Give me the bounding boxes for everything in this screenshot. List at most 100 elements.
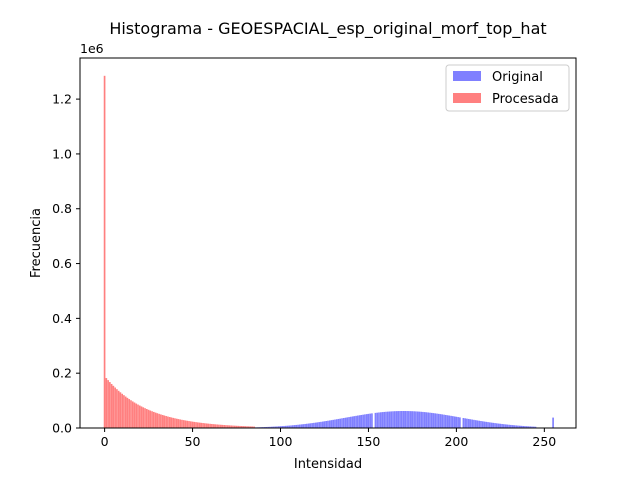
bar-original-158	[381, 412, 384, 428]
bar-original-99	[277, 426, 280, 428]
bar-original-192	[441, 414, 444, 428]
bar-original-190	[437, 413, 440, 428]
bar-original-237	[520, 425, 523, 428]
bar-original-239	[524, 426, 526, 428]
bar-original-216	[483, 421, 486, 428]
x-tick-label: 150	[357, 434, 381, 449]
bar-original-218	[487, 422, 489, 428]
bar-original-109	[295, 424, 298, 428]
bar-procesada-11	[123, 395, 125, 428]
bar-procesada-85	[253, 426, 255, 428]
bar-procesada-29	[154, 412, 157, 428]
bar-procesada-30	[156, 413, 159, 428]
bar-original-133	[337, 418, 340, 428]
bar-original-125	[323, 421, 326, 428]
bar-procesada-24	[145, 409, 148, 428]
bar-original-214	[480, 421, 482, 428]
bar-original-115	[306, 423, 308, 428]
bar-procesada-7	[116, 389, 118, 428]
bar-procesada-60	[209, 423, 211, 428]
bar-original-232	[511, 425, 514, 428]
bar-original-106	[290, 425, 292, 428]
bar-original-204	[462, 418, 465, 428]
bar-original-93	[267, 426, 269, 428]
bar-procesada-48	[188, 421, 190, 428]
bar-procesada-56	[202, 423, 204, 428]
bar-procesada-40	[174, 418, 176, 428]
bar-procesada-36	[167, 416, 169, 428]
bar-procesada-43	[179, 419, 182, 428]
bar-original-121	[316, 422, 319, 428]
y-offset-label: 1e6	[80, 41, 104, 56]
bar-original-233	[513, 425, 516, 428]
bar-original-234	[515, 425, 517, 428]
legend: Original Procesada	[445, 64, 570, 112]
bar-original-138	[346, 417, 349, 428]
bar-original-162	[388, 411, 391, 428]
bar-original-182	[423, 412, 426, 428]
bar-original-126	[325, 421, 328, 428]
bar-original-104	[286, 425, 289, 428]
bar-procesada-23	[144, 408, 146, 428]
bar-procesada-21	[140, 406, 143, 428]
bar-original-215	[481, 421, 484, 428]
bar-original-132	[335, 419, 338, 428]
bar-original-164	[392, 411, 394, 428]
bar-original-196	[448, 415, 451, 428]
bar-original-211	[474, 420, 477, 428]
bar-original-171	[404, 411, 407, 428]
bar-original-166	[395, 411, 398, 428]
bar-original-95	[270, 426, 273, 428]
bar-original-244	[532, 426, 535, 428]
bar-original-243	[531, 426, 533, 428]
x-tick-label: 250	[532, 434, 556, 449]
bar-original-116	[307, 423, 310, 428]
bar-original-231	[510, 424, 512, 428]
bar-original-223	[495, 423, 498, 428]
x-tick-label: 200	[444, 434, 468, 449]
bar-procesada-31	[158, 413, 160, 428]
bar-procesada-73	[232, 425, 234, 428]
bar-procesada-53	[196, 422, 199, 428]
bar-original-107	[291, 425, 294, 428]
bar-original-189	[436, 413, 438, 428]
bar-procesada-65	[218, 424, 220, 428]
bar-original-142	[353, 416, 356, 428]
bar-original-177	[415, 411, 417, 428]
bar-original-208	[469, 419, 472, 428]
bar-original-124	[321, 421, 324, 428]
bar-original-201	[457, 417, 459, 428]
x-tick-label: 50	[185, 434, 201, 449]
y-tick-label: 0.6	[52, 256, 72, 271]
bar-original-143	[355, 415, 357, 428]
bar-procesada-2	[107, 380, 109, 428]
bar-procesada-4	[110, 383, 113, 428]
bar-original-184	[427, 412, 430, 428]
bar-original-170	[402, 411, 405, 428]
bar-original-146	[360, 414, 363, 428]
bar-procesada-51	[193, 421, 196, 428]
bar-original-118	[311, 423, 313, 428]
bar-original-140	[349, 416, 352, 428]
bar-procesada-74	[233, 425, 236, 428]
bar-original-165	[393, 411, 396, 428]
bar-procesada-12	[124, 396, 127, 428]
bar-procesada-35	[165, 416, 167, 428]
bar-procesada-72	[230, 425, 233, 428]
bar-original-238	[522, 425, 525, 428]
bar-procesada-34	[163, 415, 166, 428]
bar-procesada-46	[184, 420, 187, 428]
bar-original-207	[467, 418, 470, 428]
bar-procesada-5	[112, 385, 115, 428]
bar-original-139	[348, 417, 350, 428]
bar-original-222	[494, 423, 496, 428]
legend-swatch-original	[453, 71, 481, 81]
bar-procesada-27	[151, 411, 153, 428]
y-tick-label: 0.0	[52, 421, 72, 436]
bar-original-110	[297, 424, 299, 428]
bar-procesada-52	[195, 422, 197, 428]
y-tick-label: 1.0	[52, 146, 72, 161]
bar-original-147	[362, 414, 364, 428]
bar-original-183	[425, 412, 428, 428]
